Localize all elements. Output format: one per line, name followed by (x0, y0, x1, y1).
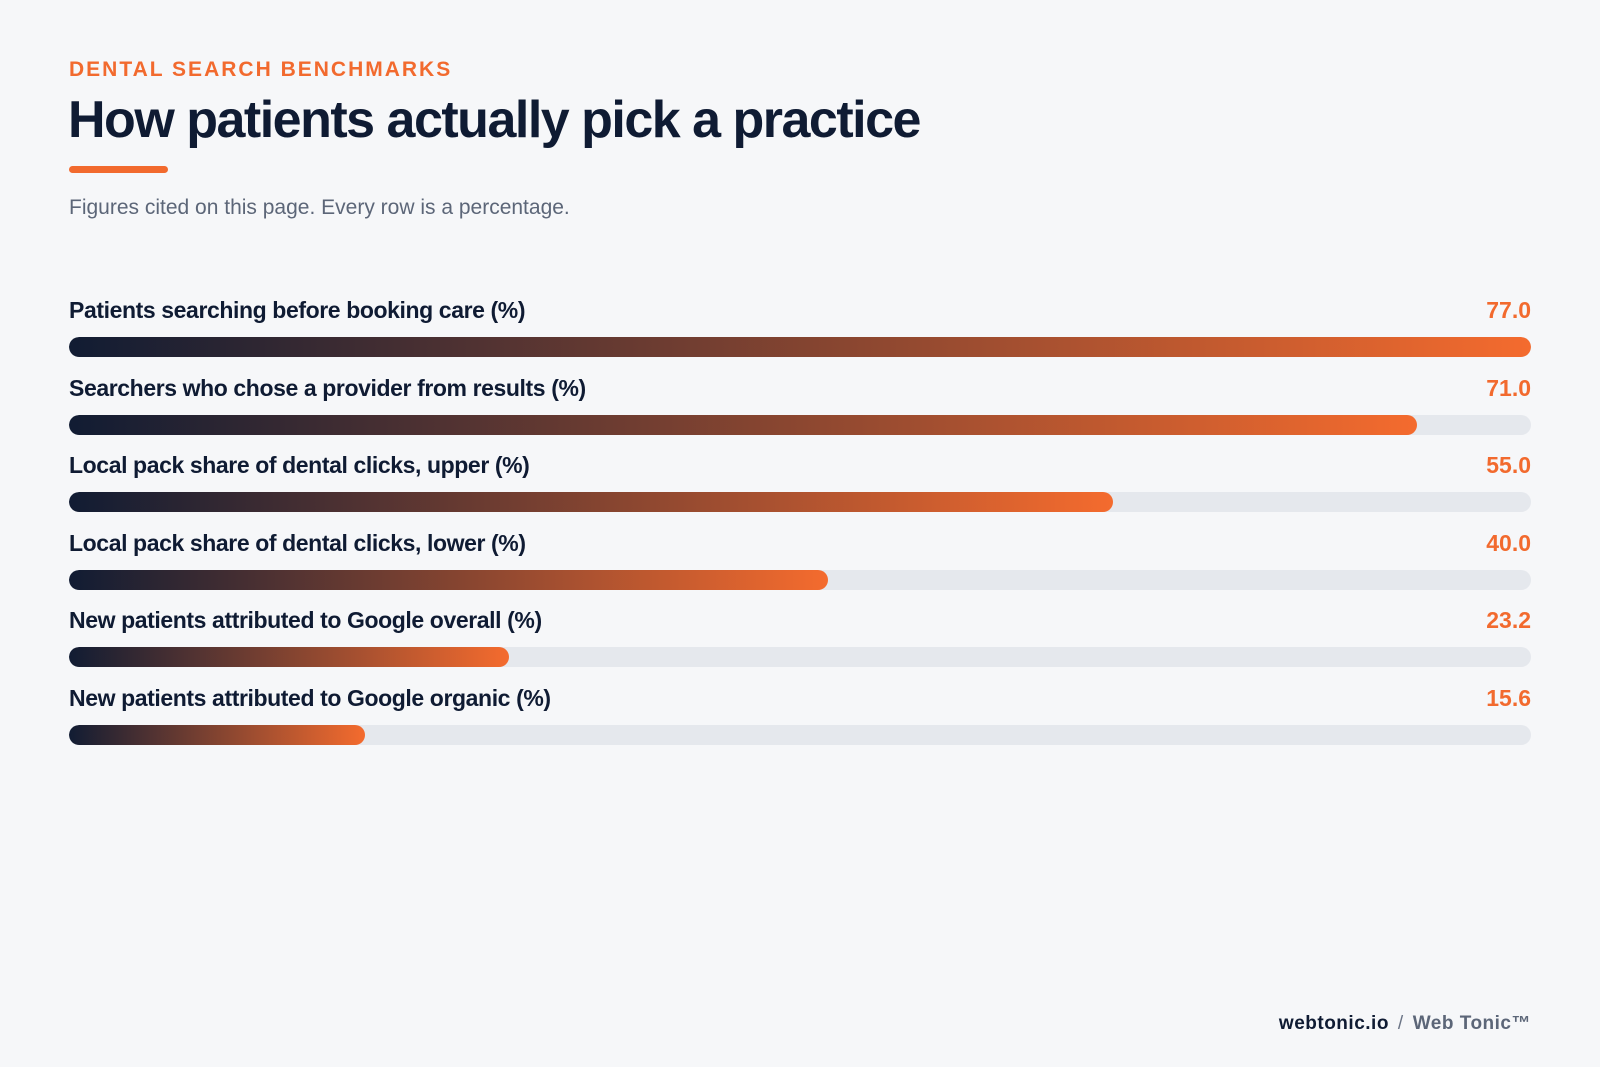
bar-row: New patients attributed to Google overal… (69, 607, 1531, 685)
bar-track (69, 414, 1531, 435)
bar-label: Local pack share of dental clicks, upper… (69, 452, 530, 478)
bar-track (69, 337, 1531, 357)
bar-chart: Patients searching before booking care (… (69, 297, 1531, 762)
bar-fill (69, 569, 829, 590)
bar-value-label: 77.0 (1486, 297, 1531, 323)
bar-row: Local pack share of dental clicks, lower… (69, 530, 1531, 608)
page-subtitle: Figures cited on this page. Every row is… (69, 196, 570, 219)
footer-brand: Web Tonic™ (1412, 1013, 1531, 1034)
footer-domain: webtonic.io (1278, 1013, 1389, 1034)
bar-fill (69, 492, 1114, 512)
bar-fill (69, 337, 1531, 357)
eyebrow-label: DENTAL SEARCH BENCHMARKS (69, 58, 453, 81)
bar-fill (69, 647, 510, 667)
bar-label: New patients attributed to Google organi… (69, 684, 551, 711)
bar-value-label: 40.0 (1486, 529, 1531, 556)
bar-value-label: 55.0 (1486, 452, 1531, 478)
bar-label: Local pack share of dental clicks, lower… (69, 529, 526, 556)
bar-label: Patients searching before booking care (… (69, 297, 526, 323)
bar-fill (69, 414, 1418, 435)
page-title: How patients actually pick a practice (68, 91, 921, 149)
bar-fill (69, 724, 366, 745)
bar-track (69, 647, 1531, 667)
bar-label: Searchers who chose a provider from resu… (69, 374, 586, 401)
bar-row: Patients searching before booking care (… (69, 297, 1531, 375)
bar-value-label: 23.2 (1486, 607, 1531, 633)
footer-separator: / (1397, 1013, 1404, 1034)
bar-track (69, 724, 1531, 745)
bar-track (69, 569, 1531, 590)
bar-value-label: 71.0 (1486, 374, 1531, 401)
footer: webtonic.io / Web Tonic™ (1279, 1013, 1531, 1035)
bar-row: Local pack share of dental clicks, upper… (69, 452, 1531, 530)
bar-track (69, 492, 1531, 512)
bar-value-label: 15.6 (1486, 684, 1531, 711)
bar-row: New patients attributed to Google organi… (69, 685, 1531, 763)
bar-row: Searchers who chose a provider from resu… (69, 375, 1531, 453)
bar-label: New patients attributed to Google overal… (69, 607, 542, 633)
title-underline (69, 166, 168, 173)
